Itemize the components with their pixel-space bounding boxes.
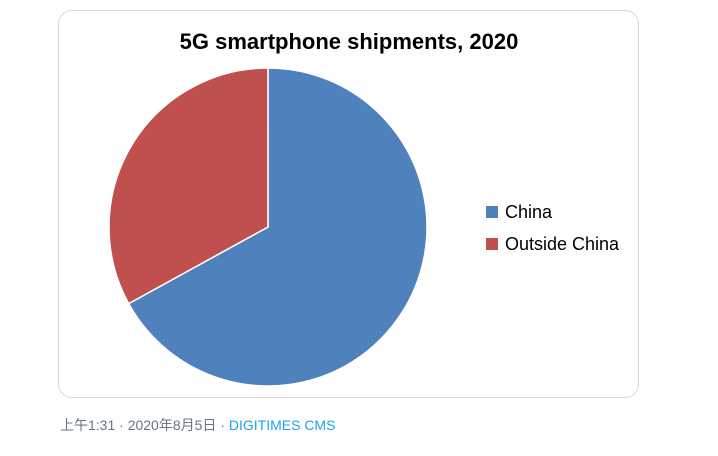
tweet-time: 上午1:31 [60,417,116,433]
tweet-meta: 上午1:31 · 2020年8月5日 · DIGITIMES CMS [60,415,335,435]
legend-swatch-china [486,206,498,218]
legend-label-outside-china: Outside China [505,234,620,254]
pie-slices [108,67,428,387]
tweet-date: 2020年8月5日 [127,417,217,433]
chart-card: 5G smartphone shipments, 2020 China Outs… [58,10,639,398]
tweet-source-link[interactable]: DIGITIMES CMS [228,417,336,433]
chart-title: 5G smartphone shipments, 2020 [180,29,519,54]
pie-slice-china [127,67,428,387]
pie-slice-outside-china [108,67,269,305]
legend-swatch-outside-china [486,238,498,250]
legend: China Outside China [486,202,620,254]
meta-separator: · [115,417,128,433]
legend-label-china: China [505,202,553,222]
pie-chart: 5G smartphone shipments, 2020 China Outs… [108,29,620,387]
meta-separator: · [216,417,229,433]
